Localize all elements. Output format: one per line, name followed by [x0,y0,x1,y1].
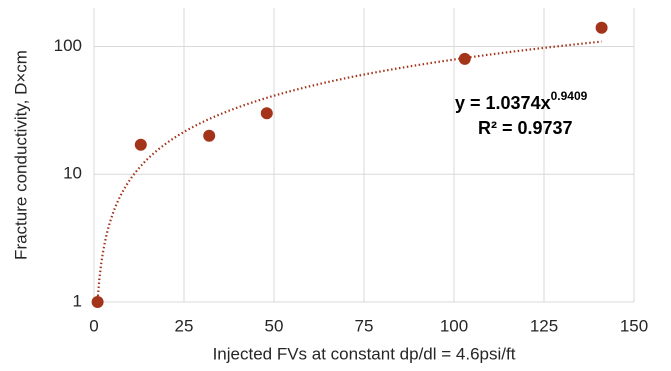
x-tick-label: 75 [355,316,374,335]
y-tick-label: 10 [63,164,82,183]
data-point [91,296,104,308]
data-point [203,129,216,142]
y-tick-label: 1 [73,291,82,310]
trendline [96,40,602,301]
equation-exponent: 0.9409 [551,89,588,103]
x-tick-label: 150 [620,316,648,335]
x-tick-label: 0 [89,316,98,335]
trend-equation: y = 1.0374x0.9409 [455,89,588,113]
data-point [458,52,471,65]
data-point [595,21,608,34]
x-axis-title: Injected FVs at constant dp/dl = 4.6psi/… [213,344,516,363]
data-point [260,107,273,120]
r-squared: R² = 0.9737 [478,118,573,138]
y-tick-label: 100 [54,36,82,55]
data-point [134,138,147,151]
x-tick-label: 25 [175,316,194,335]
x-tick-label: 125 [530,316,558,335]
y-axis-title: Fracture conductivity, D×cm [11,50,30,260]
x-tick-label: 100 [440,316,468,335]
x-tick-label: 50 [265,316,284,335]
equation-text: y = 1.0374x [455,93,551,113]
